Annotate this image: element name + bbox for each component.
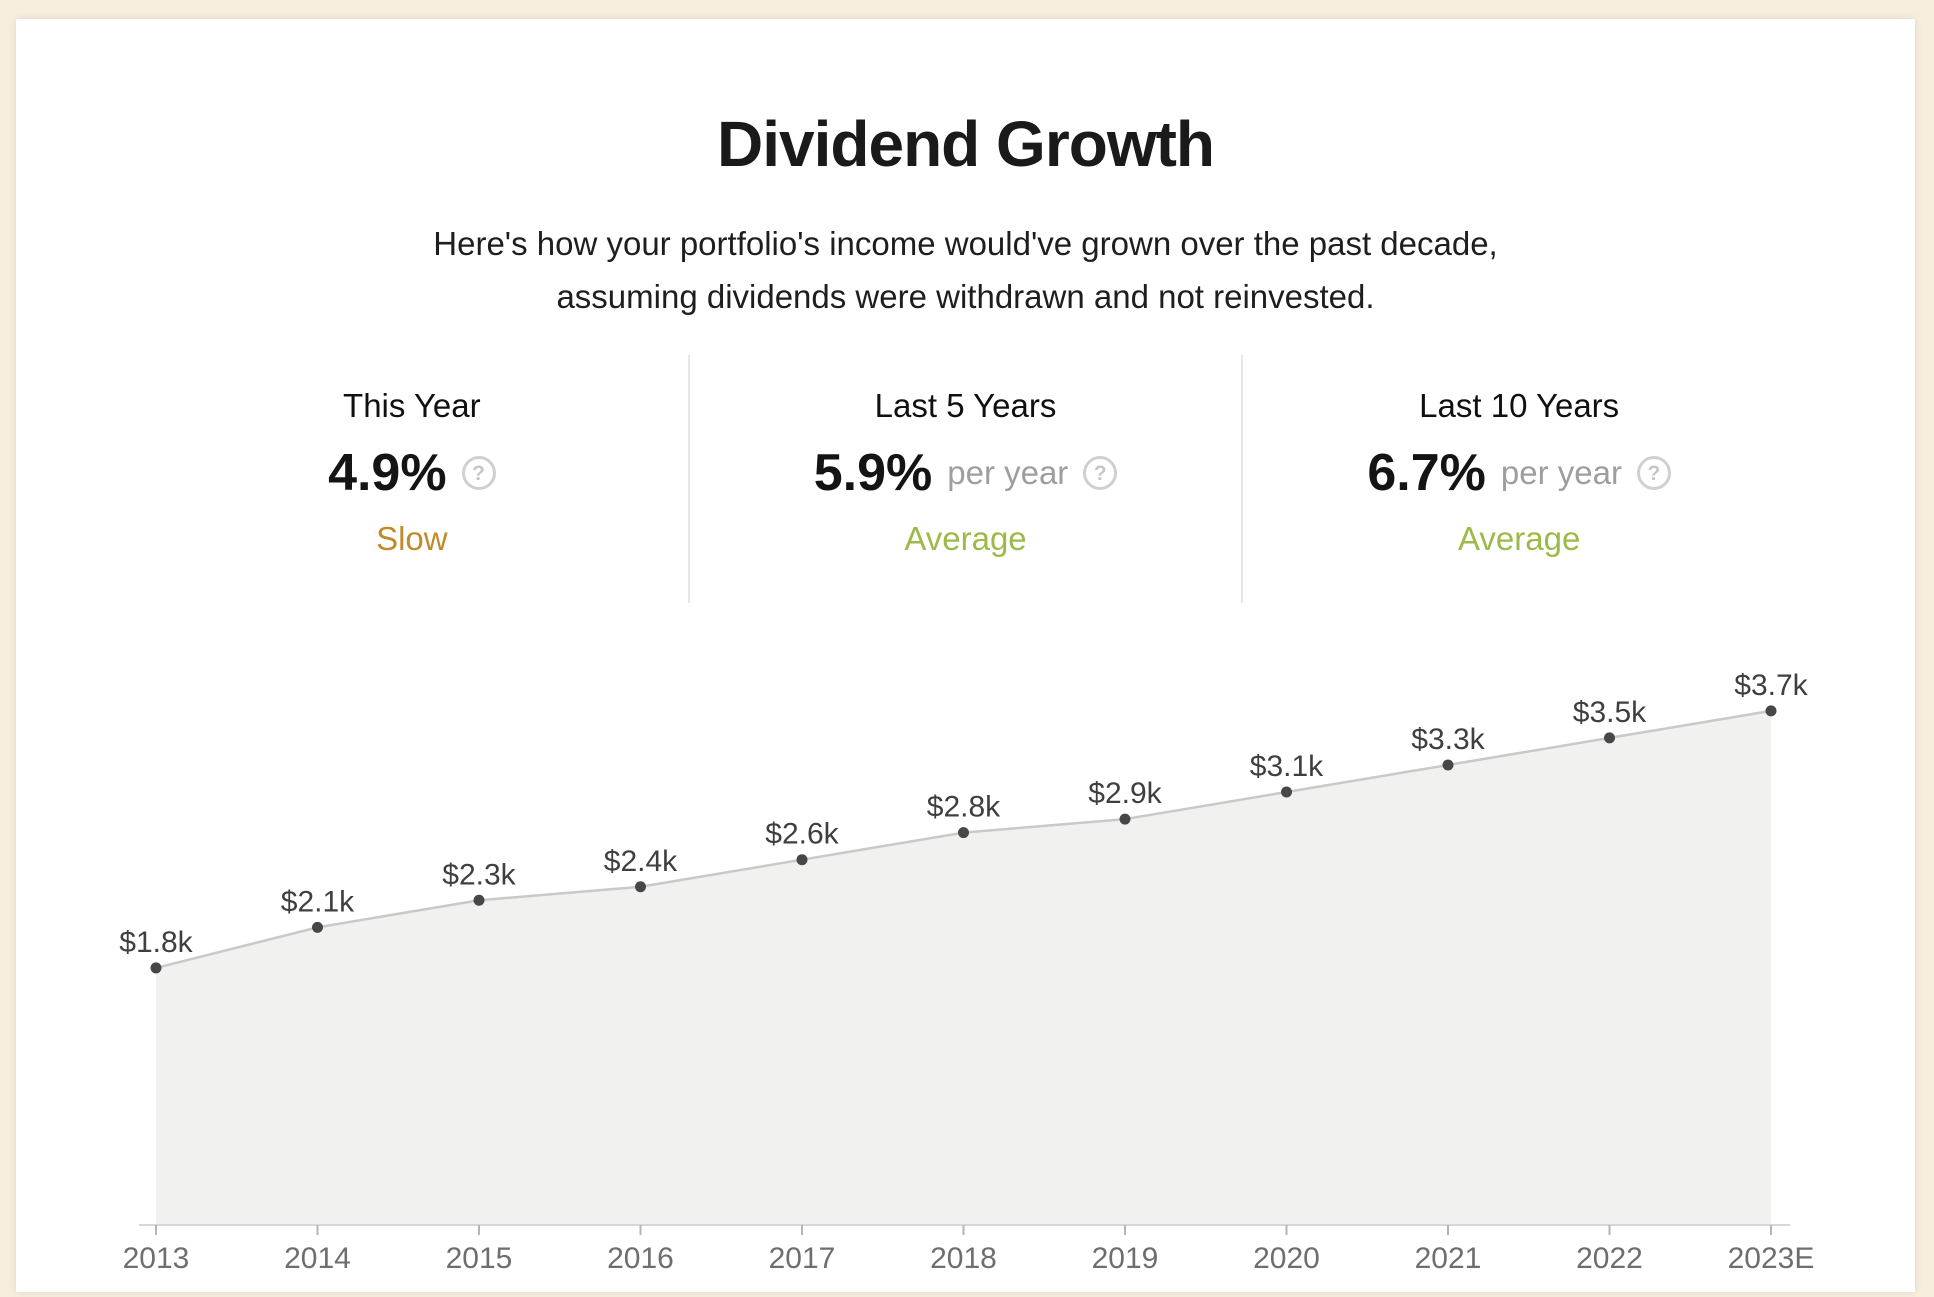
- stat-value-row: 4.9% ?: [136, 444, 688, 502]
- chart-x-label: 2016: [607, 1242, 674, 1275]
- stat-last-10-years: Last 10 Years 6.7% per year ? Average: [1241, 355, 1795, 603]
- content-card: Dividend Growth Here's how your portfoli…: [16, 19, 1915, 1292]
- chart-x-label: 2020: [1253, 1242, 1320, 1275]
- stat-label: Last 10 Years: [1419, 387, 1620, 424]
- stat-rating: Slow: [376, 520, 448, 557]
- chart-point[interactable]: [312, 921, 323, 933]
- chart-point-label: $3.7k: [1734, 669, 1808, 702]
- stat-rating: Average: [904, 520, 1027, 557]
- chart-point[interactable]: [1119, 813, 1131, 825]
- chart-x-label: 2023E: [1728, 1242, 1815, 1275]
- stat-label: This Year: [343, 387, 481, 424]
- page-subtitle: Here's how your portfolio's income would…: [16, 217, 1915, 323]
- chart-point[interactable]: [635, 881, 646, 893]
- chart-x-label: 2022: [1576, 1242, 1643, 1275]
- chart-point-label: $2.9k: [1088, 777, 1162, 810]
- chart-point-label: $3.3k: [1411, 723, 1485, 756]
- subtitle-line-2: assuming dividends were withdrawn and no…: [556, 278, 1375, 315]
- chart-x-label: 2021: [1415, 1242, 1482, 1275]
- stat-value: 4.9%: [328, 444, 447, 502]
- chart-x-label: 2017: [769, 1242, 836, 1275]
- stat-value-row: 6.7% per year ?: [1243, 444, 1795, 502]
- chart-point[interactable]: [958, 827, 969, 839]
- stats-row: This Year 4.9% ? Slow Last 5 Years 5.9% …: [136, 355, 1795, 603]
- chart-point-label: $2.6k: [765, 818, 839, 851]
- page-title: Dividend Growth: [717, 108, 1215, 180]
- chart-point-label: $2.1k: [281, 885, 355, 918]
- stat-value: 5.9%: [813, 444, 933, 502]
- chart-point[interactable]: [150, 962, 162, 974]
- chart-point[interactable]: [1604, 732, 1615, 744]
- stat-rating: Average: [1458, 520, 1581, 557]
- stat-last-5-years: Last 5 Years 5.9% per year ? Average: [687, 355, 1242, 603]
- chart-point[interactable]: [1442, 759, 1454, 771]
- per-year-label: per year: [1500, 454, 1622, 491]
- chart-point[interactable]: [473, 894, 485, 906]
- chart-point[interactable]: [1765, 705, 1777, 717]
- help-icon[interactable]: ?: [1083, 456, 1118, 490]
- stat-value: 6.7%: [1367, 444, 1486, 502]
- help-icon[interactable]: ?: [461, 456, 496, 490]
- chart-point-label: $2.8k: [927, 791, 1001, 824]
- chart-x-label: 2015: [446, 1242, 513, 1275]
- chart-x-label: 2013: [123, 1242, 190, 1275]
- chart-x-label: 2014: [284, 1242, 351, 1275]
- stat-this-year: This Year 4.9% ? Slow: [136, 355, 688, 603]
- chart-x-label: 2018: [930, 1242, 997, 1275]
- chart-point-label: $2.4k: [604, 845, 678, 878]
- subtitle-line-1: Here's how your portfolio's income would…: [433, 225, 1498, 262]
- chart-point[interactable]: [796, 854, 808, 866]
- dividend-chart-svg: 2013 2014 2015 2016 2017 2018 2019 2020 2021 2022…: [119, 669, 1815, 1275]
- chart-area-fill: [156, 710, 1771, 1225]
- chart-point-label: $1.8k: [119, 926, 193, 959]
- stat-label: Last 5 Years: [874, 387, 1057, 424]
- stat-value-row: 5.9% per year ?: [690, 444, 1242, 502]
- dividend-growth-chart: 2013 2014 2015 2016 2017 2018 2019 2020 2021 2022…: [16, 640, 1915, 1292]
- chart-x-label: 2019: [1092, 1242, 1159, 1275]
- help-icon[interactable]: ?: [1636, 456, 1671, 490]
- chart-point-label: $3.1k: [1250, 750, 1324, 783]
- per-year-label: per year: [947, 454, 1069, 491]
- chart-point-label: $2.3k: [442, 858, 516, 891]
- chart-point[interactable]: [1281, 786, 1292, 798]
- chart-point-label: $3.5k: [1573, 696, 1647, 729]
